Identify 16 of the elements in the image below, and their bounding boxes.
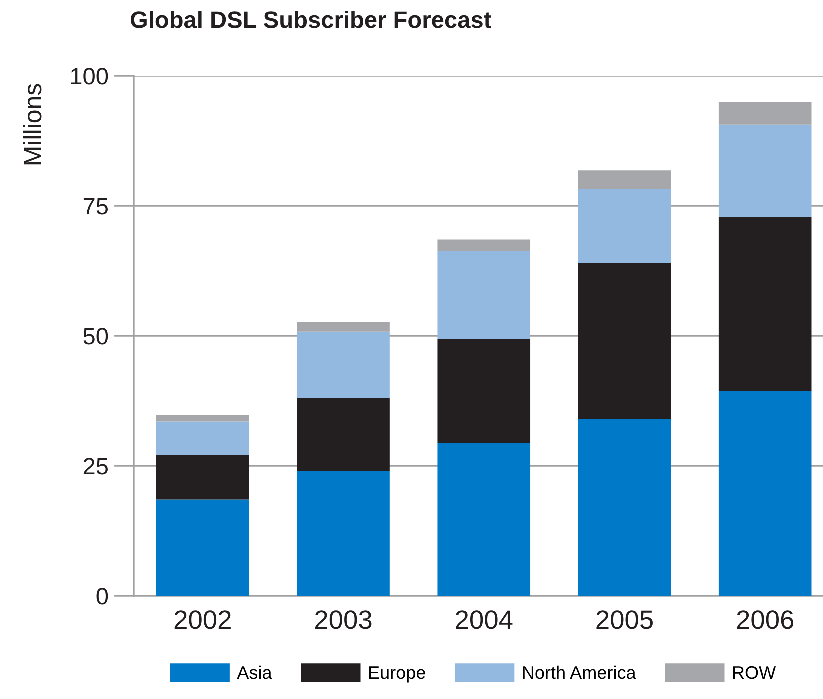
- x-tick-label: 2004: [456, 610, 513, 630]
- chart-title: Global DSL Subscriber Forecast: [130, 10, 492, 28]
- legend-label: Asia: [237, 666, 272, 680]
- x-tick-label: 2005: [596, 610, 653, 630]
- x-tick-label: 2006: [737, 610, 794, 630]
- y-tick-label: 0: [96, 588, 108, 605]
- x-tick-label: 2002: [174, 610, 231, 630]
- y-axis-title: Millions: [23, 84, 42, 165]
- y-tick-label: 75: [84, 198, 108, 215]
- x-tick-label: 2003: [315, 610, 372, 630]
- legend-label: North America: [523, 666, 636, 680]
- legend-label: ROW: [733, 666, 776, 680]
- y-tick-label: 100: [71, 68, 108, 85]
- legend-label: Europe: [369, 666, 426, 683]
- y-tick-label: 50: [84, 328, 108, 345]
- y-tick-label: 25: [84, 458, 108, 475]
